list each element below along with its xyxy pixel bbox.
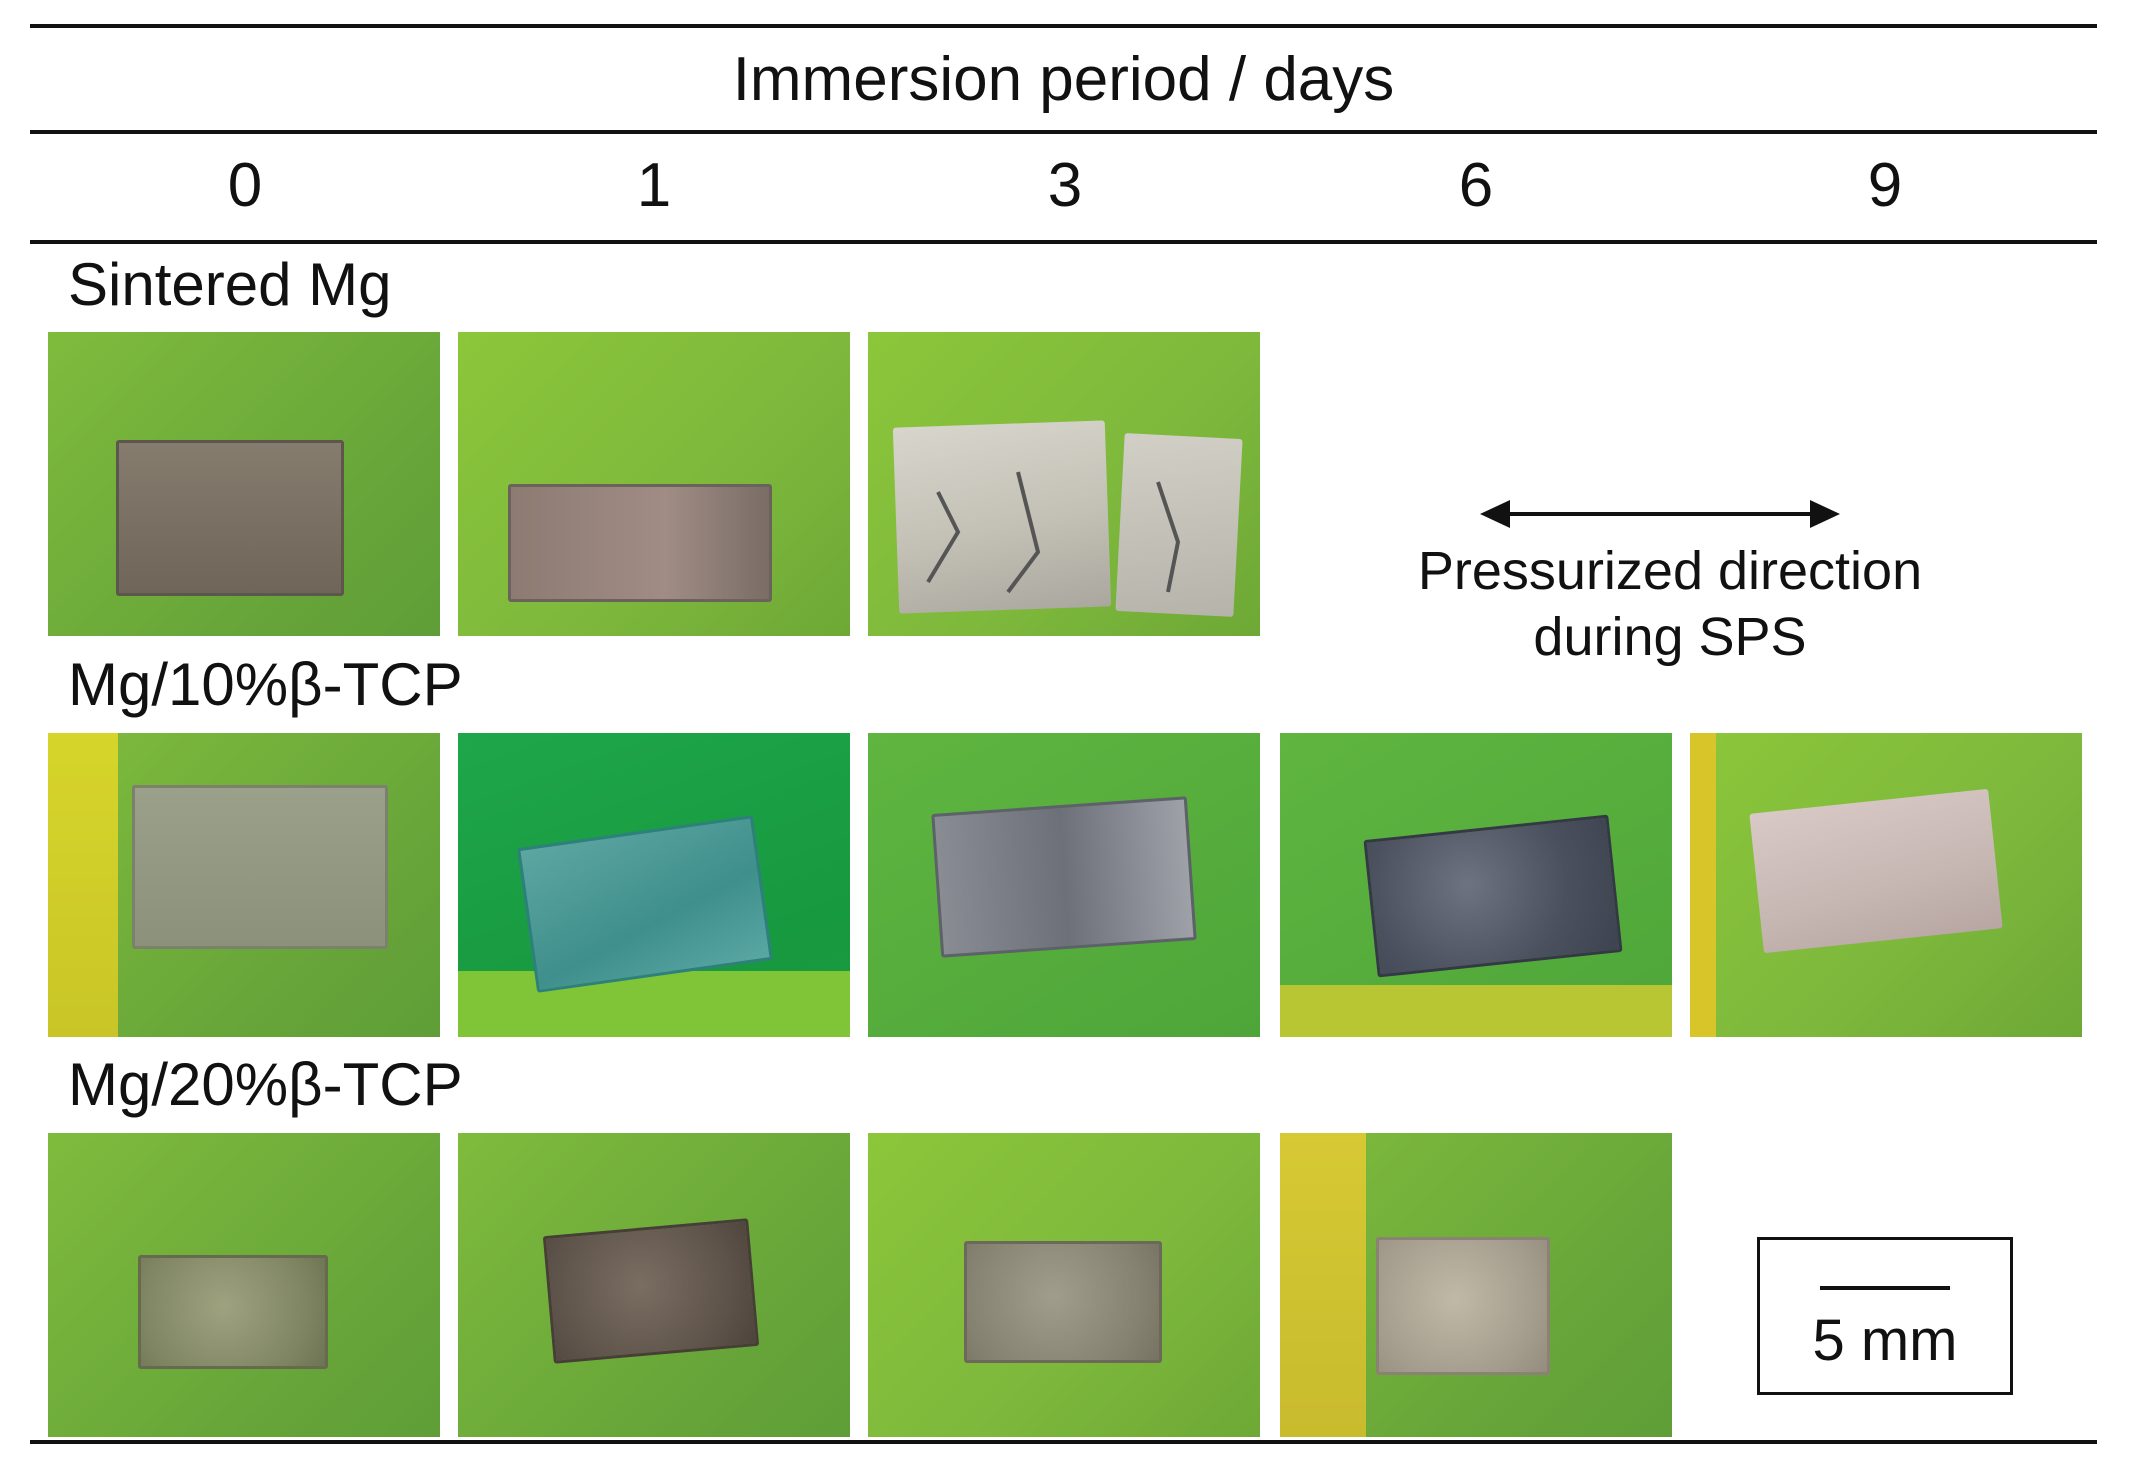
top-rule: [30, 24, 2097, 28]
pressurized-direction-label: Pressurized direction during SPS: [1330, 538, 2010, 670]
photo-mg10-day3: [868, 733, 1260, 1037]
scale-bar-box: 5 mm: [1757, 1237, 2013, 1395]
double-headed-arrow-icon: [1480, 500, 1840, 528]
header-divider-rule: [30, 130, 2097, 134]
day-label-0: 0: [227, 151, 263, 220]
photo-mg20-day0: [48, 1133, 440, 1437]
photo-mg10-day9: [1690, 733, 2082, 1037]
bottom-rule: [30, 1440, 2097, 1444]
direction-label-line1: Pressurized direction: [1417, 541, 1923, 601]
row-label-mg-10-tcp: Mg/10%β-TCP: [68, 651, 463, 718]
day-label-3: 3: [1047, 151, 1083, 220]
scale-bar-line: [1820, 1286, 1950, 1290]
day-label-9: 9: [1867, 151, 1903, 220]
photo-mg20-day6: [1280, 1133, 1672, 1437]
day-label-6: 6: [1458, 151, 1494, 220]
day-label-1: 1: [636, 151, 672, 220]
photo-sintered-mg-day0: [48, 332, 440, 636]
row-label-sintered-mg: Sintered Mg: [68, 251, 392, 318]
photo-mg20-day3: [868, 1133, 1260, 1437]
photo-mg10-day6: [1280, 733, 1672, 1037]
photo-sintered-mg-day1: [458, 332, 850, 636]
column-group-title: Immersion period / days: [732, 45, 1395, 114]
scale-bar-label: 5 mm: [1812, 1308, 1958, 1373]
header-bottom-rule: [30, 240, 2097, 244]
photo-mg10-day0: [48, 733, 440, 1037]
photo-mg10-day1: [458, 733, 850, 1037]
photo-mg20-day1: [458, 1133, 850, 1437]
direction-label-line2: during SPS: [1533, 607, 1807, 667]
row-label-mg-20-tcp: Mg/20%β-TCP: [68, 1051, 463, 1118]
photo-sintered-mg-day3: [868, 332, 1260, 636]
